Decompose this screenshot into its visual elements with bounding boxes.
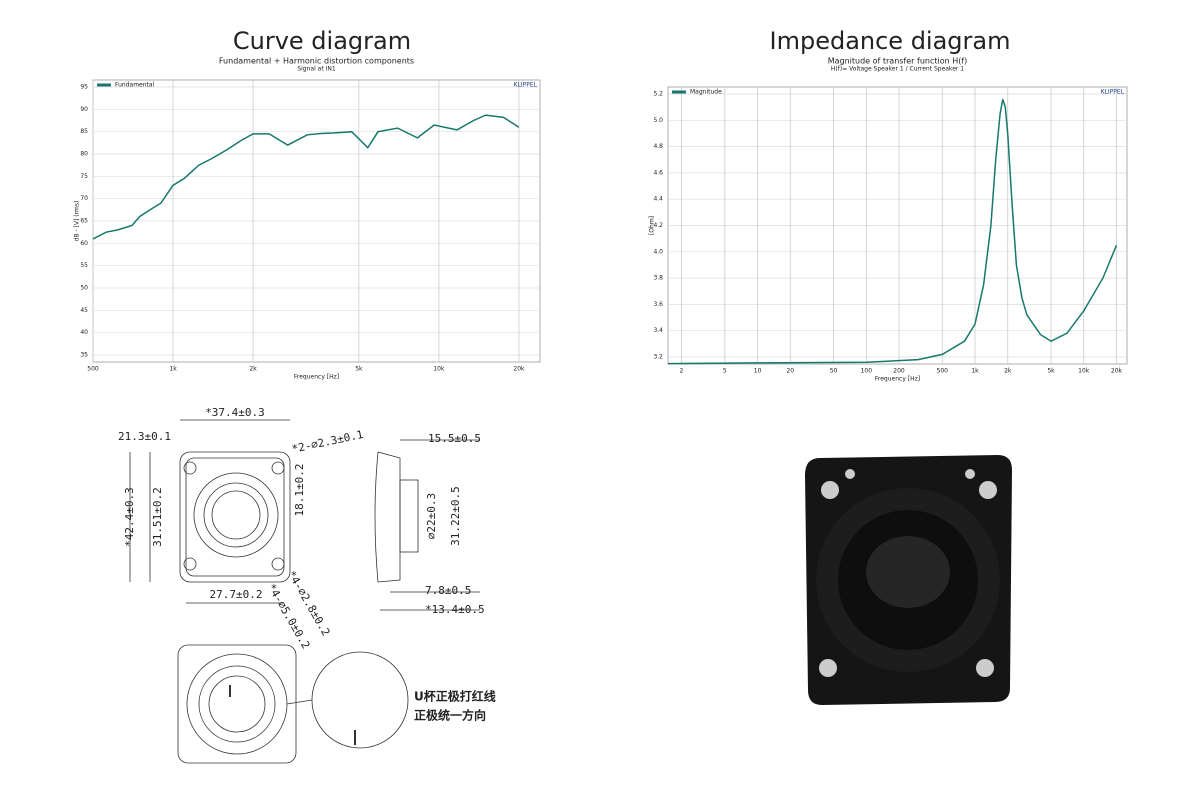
data-line <box>92 114 520 240</box>
dim-label: *13.4±0.5 <box>425 603 485 616</box>
y-tick-label: 95 <box>80 84 88 91</box>
dim-label: 31.22±0.5 <box>449 486 462 546</box>
product-photo <box>805 455 1012 705</box>
dim-label: 15.5±0.5 <box>428 432 481 445</box>
chart-subtitle: H(f)= Voltage Speaker 1 / Current Speake… <box>831 66 964 73</box>
y-tick-label: 5.2 <box>653 91 663 98</box>
x-axis-label: Frequency [Hz] <box>875 376 920 383</box>
y-tick-label: 4.0 <box>653 248 663 255</box>
x-tick-label: 500 <box>87 366 99 373</box>
dim-label: ∅22±0.3 <box>425 493 438 539</box>
y-tick-label: 4.2 <box>653 222 663 229</box>
note: U杯正极打红线 <box>414 689 496 704</box>
x-tick-label: 10k <box>433 366 445 373</box>
y-tick-label: 4.6 <box>653 169 663 176</box>
y-tick-label: 85 <box>80 128 88 135</box>
x-tick-label: 20k <box>513 366 525 373</box>
y-tick-label: 55 <box>80 262 88 269</box>
x-tick-label: 10k <box>1078 368 1090 375</box>
x-tick-label: 500 <box>937 368 949 375</box>
x-tick-label: 20k <box>1111 368 1123 375</box>
x-tick-label: 2k <box>1004 368 1012 375</box>
x-tick-label: 50 <box>830 368 838 375</box>
chart-title: Fundamental + Harmonic distortion compon… <box>219 57 414 66</box>
dim-label: 31.51±0.2 <box>151 487 164 547</box>
heading: Curve diagram <box>233 27 411 55</box>
legend-label: Fundamental <box>115 82 155 89</box>
x-tick-label: 5k <box>355 366 363 373</box>
y-tick-label: 3.6 <box>653 301 663 308</box>
technical-drawing <box>129 419 480 764</box>
y-tick-label: 90 <box>80 106 88 113</box>
y-tick-label: 4.8 <box>653 143 663 150</box>
x-tick-label: 2k <box>249 366 257 373</box>
note: 正极统一方向 <box>414 708 486 723</box>
x-tick-label: 100 <box>861 368 873 375</box>
x-tick-label: 2 <box>680 368 684 375</box>
y-tick-label: 80 <box>80 151 88 158</box>
dim-label: 7.8±0.5 <box>425 584 471 597</box>
x-axis-label: Frequency [Hz] <box>294 374 339 381</box>
brand: KLIPPEL <box>514 82 538 89</box>
x-tick-label: 10 <box>754 368 762 375</box>
data-line <box>667 99 1118 365</box>
x-tick-label: 200 <box>893 368 905 375</box>
y-tick-label: 70 <box>80 195 88 202</box>
y-tick-label: 45 <box>80 307 88 314</box>
y-tick-label: 75 <box>80 173 88 180</box>
y-tick-label: 35 <box>80 352 88 359</box>
y-tick-label: 3.8 <box>653 275 663 282</box>
y-tick-label: 5.0 <box>653 117 663 124</box>
y-tick-label: 50 <box>80 285 88 292</box>
y-axis-label: [Ohm] <box>649 216 656 235</box>
y-tick-label: 65 <box>80 218 88 225</box>
chart-title: Magnitude of transfer function H(f) <box>828 57 968 66</box>
y-tick-label: 40 <box>80 329 88 336</box>
dim-label: 27.7±0.2 <box>210 588 263 601</box>
dim-label: 18.1±0.2 <box>293 464 306 517</box>
x-tick-label: 5 <box>723 368 727 375</box>
x-tick-label: 20 <box>786 368 794 375</box>
y-tick-label: 60 <box>80 240 88 247</box>
dim-label: *42.4±0.3 <box>123 487 136 547</box>
dim-label: 21.3±0.1 <box>118 430 171 443</box>
x-tick-label: 5k <box>1047 368 1055 375</box>
heading: Impedance diagram <box>770 27 1011 55</box>
brand: KLIPPEL <box>1101 89 1125 96</box>
dim-label: *37.4±0.3 <box>205 406 265 419</box>
legend-label: Magnitude <box>690 89 722 96</box>
y-tick-label: 4.4 <box>653 196 663 203</box>
y-axis-label: dB - [V] (rms) <box>74 201 81 242</box>
dim-label: *2-∅2.3±0.1 <box>291 428 365 456</box>
chart-subtitle: Signal at IN1 <box>297 66 336 73</box>
y-tick-label: 3.4 <box>653 327 663 334</box>
y-tick-label: 3.2 <box>653 354 663 361</box>
x-tick-label: 1k <box>169 366 177 373</box>
x-tick-label: 1k <box>971 368 979 375</box>
